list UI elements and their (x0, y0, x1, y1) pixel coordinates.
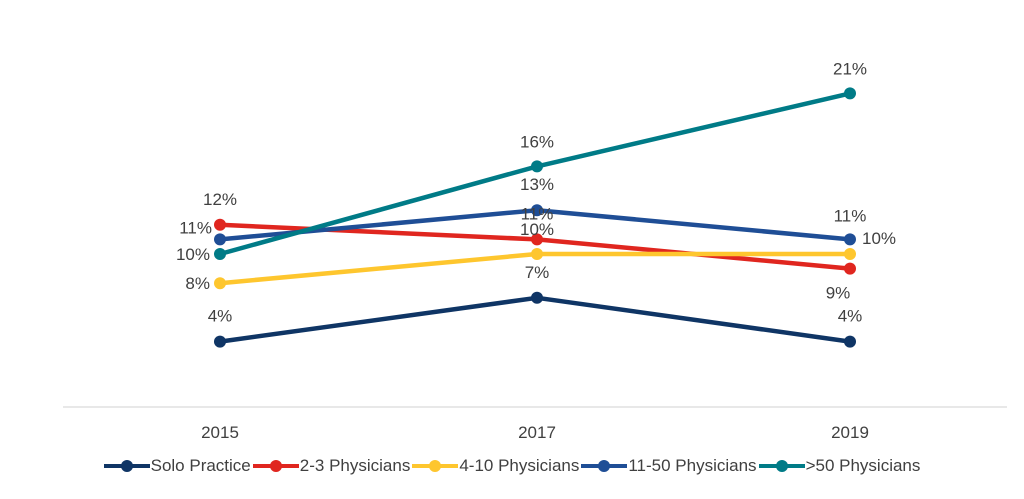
legend-marker-icon (758, 460, 805, 472)
line-chart: 2015 2017 2019 4%7%4%12%11%9%8%10% 10%11%13… (63, 59, 1007, 442)
data-point (844, 262, 856, 275)
legend-label: >50 Physicians (805, 456, 921, 475)
data-label: 4% (838, 307, 863, 326)
legend-label: 2-3 Physicians (299, 456, 411, 475)
x-tick-label: 2015 (201, 423, 239, 442)
legend-item: Solo Practice (103, 456, 251, 476)
legend-item: >50 Physicians (758, 456, 921, 476)
data-point (214, 335, 226, 348)
data-point (844, 87, 856, 100)
data-label: 21% (833, 59, 867, 78)
legend: Solo Practice 2-3 Physicians 4-10 Physicia… (0, 456, 1024, 476)
data-point (531, 204, 543, 217)
data-point (214, 233, 226, 246)
data-label: 12% (203, 190, 237, 209)
legend-item: 4-10 Physicians (412, 456, 579, 476)
data-label: 7% (525, 263, 550, 282)
legend-marker-icon (581, 460, 628, 472)
data-point (214, 277, 226, 290)
data-label: 10% (520, 220, 554, 239)
data-label: 8% (185, 274, 210, 293)
data-point (214, 248, 226, 260)
data-label: 11% (179, 218, 212, 237)
legend-marker-icon (252, 460, 299, 472)
data-label: 10% (862, 229, 896, 248)
legend-label: Solo Practice (150, 456, 251, 475)
x-tick-label: 2019 (831, 423, 869, 442)
data-label: 13% (520, 175, 554, 194)
legend-marker-icon (103, 460, 150, 472)
data-label: 11% (521, 204, 554, 223)
legend-item: 2-3 Physicians (252, 456, 411, 476)
series-line-solo-practice (219, 295, 851, 344)
data-point (531, 160, 543, 173)
data-point (844, 335, 856, 348)
legend-item: 11-50 Physicians (581, 456, 757, 476)
data-point (844, 248, 856, 260)
data-point (844, 233, 856, 246)
data-label: 10% (176, 245, 210, 264)
data-label: 4% (208, 307, 233, 326)
data-point (531, 248, 543, 260)
data-point (214, 218, 226, 231)
data-label: 9% (826, 284, 851, 303)
x-tick-label: 2017 (518, 423, 556, 442)
data-label: 16% (520, 132, 554, 151)
data-point (531, 291, 543, 304)
data-label: 11% (834, 206, 867, 225)
legend-marker-icon (412, 460, 459, 472)
data-point (531, 233, 543, 246)
legend-label: 11-50 Physicians (628, 456, 757, 475)
legend-label: 4-10 Physicians (459, 456, 580, 475)
